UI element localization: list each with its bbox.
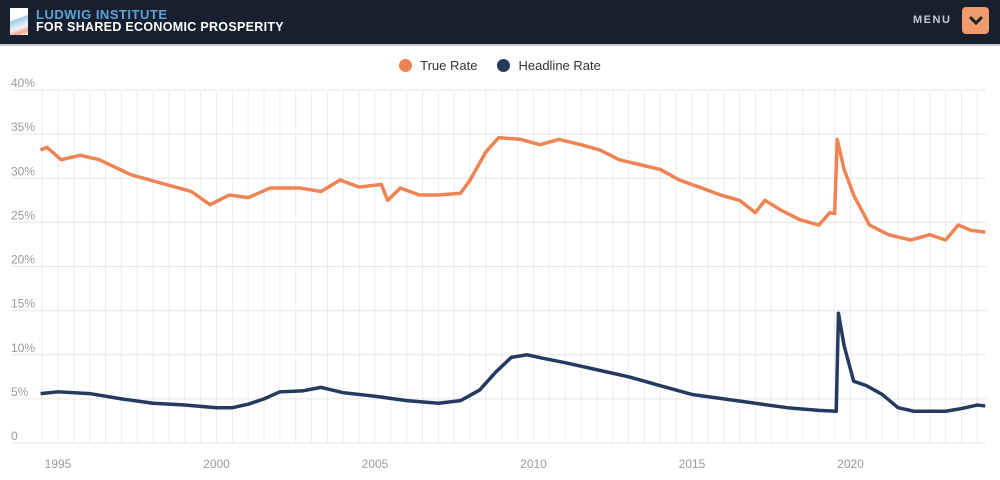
headline-rate-line: [40, 311, 986, 413]
x-tick-label: 1995: [45, 457, 72, 471]
legend-item-true-rate[interactable]: True Rate: [399, 58, 477, 73]
y-tick-label: 5%: [11, 385, 29, 399]
true-rate-line: [39, 135, 986, 242]
y-tick-label: 35%: [11, 120, 35, 134]
org-name-line1[interactable]: LUDWIG INSTITUTE: [36, 7, 168, 22]
menu-button[interactable]: [962, 7, 989, 34]
site-header: LUDWIG INSTITUTE FOR SHARED ECONOMIC PRO…: [0, 0, 1000, 46]
y-tick-label: 0: [11, 429, 18, 443]
x-tick-label: 2020: [837, 457, 864, 471]
legend-label: Headline Rate: [518, 58, 601, 73]
legend-item-headline-rate[interactable]: Headline Rate: [497, 58, 601, 73]
legend-label: True Rate: [420, 58, 478, 73]
x-tick-label: 2015: [679, 457, 706, 471]
chart-legend: True Rate Headline Rate: [0, 58, 1000, 73]
institute-logo-icon[interactable]: [10, 8, 28, 35]
org-name-line2[interactable]: FOR SHARED ECONOMIC PROSPERITY: [36, 20, 284, 34]
x-tick-label: 2000: [203, 457, 230, 471]
y-tick-label: 30%: [11, 164, 35, 178]
y-tick-label: 10%: [11, 341, 35, 355]
chevron-down-icon: [969, 16, 982, 25]
y-tick-label: 15%: [11, 297, 35, 311]
x-tick-label: 2005: [362, 457, 389, 471]
menu-label[interactable]: MENU: [913, 14, 952, 26]
y-tick-label: 20%: [11, 253, 35, 267]
x-tick-label: 2010: [520, 457, 547, 471]
y-tick-label: 25%: [11, 208, 35, 222]
legend-marker: [399, 59, 413, 72]
legend-marker: [497, 59, 511, 72]
y-tick-label: 40%: [11, 76, 35, 90]
